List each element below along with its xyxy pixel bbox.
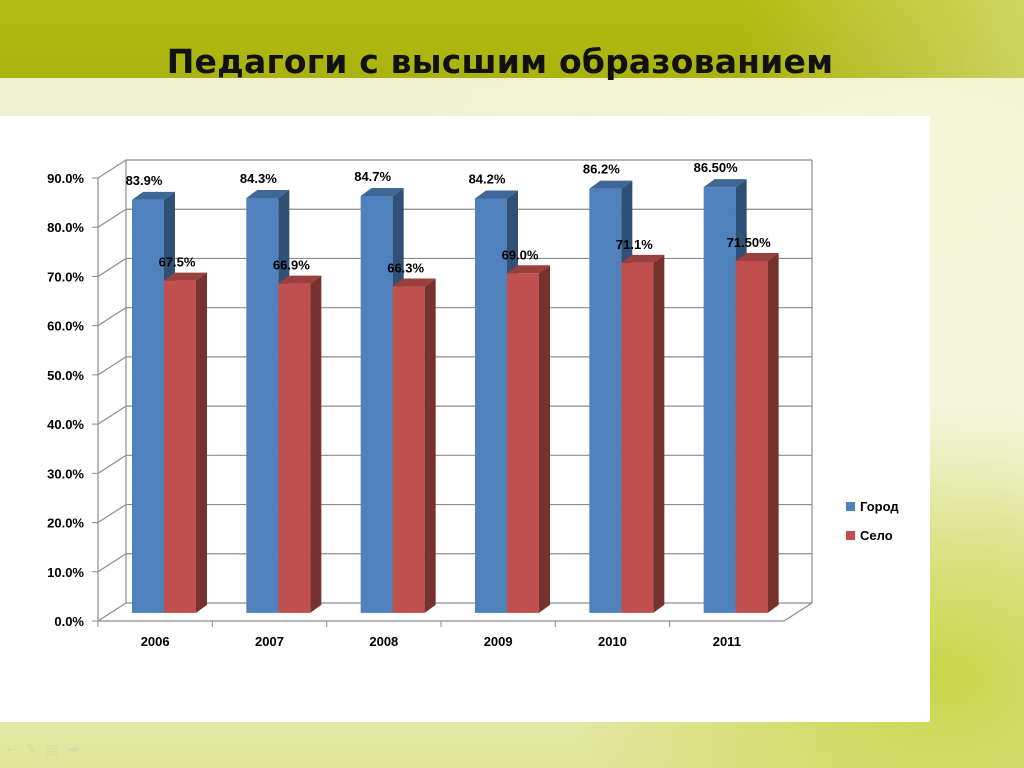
bar-gorod — [132, 199, 164, 613]
bar-chart: 0.0% 10.0% 20.0% 30.0% 40.0% 50.0% 60.0% 70.0% 8… — [47, 159, 813, 649]
bar-top — [735, 252, 779, 261]
y-tick-label: 10.0% — [47, 565, 84, 580]
bar-side — [653, 254, 665, 613]
legend-swatch-gorod — [846, 502, 855, 511]
bar-gorod — [475, 198, 507, 613]
bar-gorod — [360, 195, 393, 613]
data-label: 67.5% — [159, 255, 196, 270]
side-wall-line — [97, 405, 127, 425]
x-tick-label: 2010 — [598, 634, 627, 649]
y-tick-label: 20.0% — [47, 516, 84, 531]
data-label: 71.50% — [727, 235, 772, 250]
bar-gorod — [589, 188, 622, 613]
bar-top — [132, 191, 175, 200]
y-tick-label: 70.0% — [47, 269, 84, 284]
data-label: 86.50% — [694, 160, 739, 175]
data-label: 84.2% — [469, 171, 506, 186]
floor-right-edge — [783, 602, 813, 622]
y-tick-label: 50.0% — [47, 368, 84, 383]
y-tick-label: 90.0% — [47, 171, 84, 186]
bar-selo — [621, 262, 654, 613]
side-wall-line — [97, 307, 127, 327]
data-label: 71.1% — [616, 237, 653, 252]
data-label: 66.9% — [273, 258, 310, 273]
data-label: 86.2% — [583, 162, 620, 177]
side-wall-line — [97, 504, 127, 524]
bar-selo — [735, 260, 768, 613]
slide-nav-icons: ↩ ✎ ▤ ➡ — [6, 742, 78, 758]
bar-top — [589, 180, 633, 189]
legend-item-gorod: Город — [846, 492, 899, 521]
bar-top — [475, 190, 518, 199]
slides-icon[interactable]: ▤ — [45, 742, 59, 758]
data-label: 69.0% — [502, 247, 539, 262]
bar-side — [310, 275, 322, 613]
y-tick-label: 60.0% — [47, 319, 84, 334]
x-tick-label: 2008 — [369, 634, 398, 649]
bar-side — [424, 278, 436, 613]
x-tick-label: 2011 — [713, 634, 741, 649]
side-wall-line — [97, 159, 127, 179]
bar-top — [246, 189, 290, 198]
bar-selo — [507, 273, 539, 613]
bar-top — [164, 272, 207, 281]
legend-item-selo: Село — [846, 521, 899, 550]
bar-side — [196, 272, 207, 613]
y-tick-label: 30.0% — [47, 466, 84, 481]
title-band-highlight — [740, 0, 1024, 78]
bar-selo — [392, 286, 425, 613]
y-tick-label: 0.0% — [54, 614, 84, 629]
pen-icon[interactable]: ✎ — [25, 742, 38, 758]
bar-side — [767, 252, 779, 613]
arrow-left-icon[interactable]: ↩ — [6, 742, 18, 758]
y-tick-label: 40.0% — [47, 417, 84, 432]
bar-top — [621, 254, 665, 263]
bar-gorod — [246, 197, 279, 613]
slide-title: Педагоги с высшим образованием — [166, 42, 834, 81]
bar-top — [703, 179, 747, 188]
bar-top — [507, 265, 550, 274]
legend-label-selo: Село — [860, 528, 893, 543]
bar-selo — [278, 283, 311, 613]
bar-top — [360, 187, 404, 196]
chart-legend: Город Село — [846, 492, 899, 550]
side-wall-line — [97, 602, 127, 622]
data-label: 84.7% — [354, 169, 391, 184]
arrow-right-icon[interactable]: ➡ — [66, 742, 79, 758]
data-label: 83.9% — [126, 173, 163, 188]
chart-panel: 0.0% 10.0% 20.0% 30.0% 40.0% 50.0% 60.0% 70.0% 8… — [0, 116, 930, 722]
legend-label-gorod: Город — [860, 499, 899, 514]
x-tick-label: 2006 — [141, 634, 170, 649]
legend-swatch-selo — [846, 531, 855, 540]
data-label: 84.3% — [240, 171, 277, 186]
bar-selo — [164, 280, 196, 613]
x-tick-label: 2009 — [484, 634, 513, 649]
bar-gorod — [703, 187, 736, 613]
bar-top — [392, 278, 436, 287]
y-tick-label: 80.0% — [47, 220, 84, 235]
side-wall-line — [97, 257, 127, 277]
side-wall-line — [97, 208, 127, 228]
side-wall-line — [97, 454, 127, 474]
side-wall-line — [97, 356, 127, 376]
side-wall-line — [97, 553, 127, 573]
data-label: 66.3% — [387, 261, 424, 276]
x-tick-label: 2007 — [255, 634, 284, 649]
bar-side — [539, 265, 550, 613]
bar-top — [278, 275, 322, 284]
